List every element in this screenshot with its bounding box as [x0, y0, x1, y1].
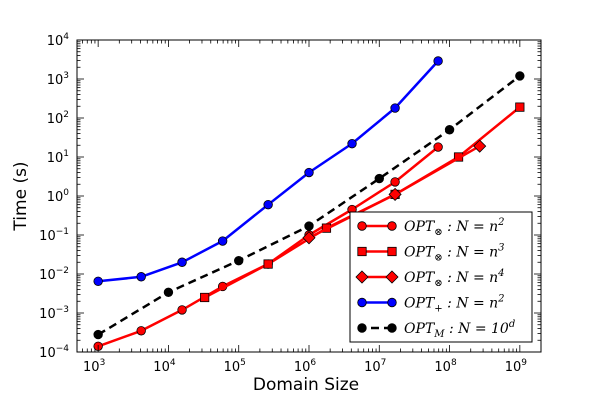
data-point-3-4: [263, 199, 273, 210]
data-point-3-6: [347, 138, 357, 149]
data-point-2-0: [302, 231, 316, 245]
axis-layer: 103 104 105 106 107 108 109 10−4 10−3 10−2 10−1 100…: [39, 32, 542, 375]
legend-label-3: OPT+ : N = n2: [404, 294, 505, 315]
legend-marker-a-4: [357, 323, 367, 333]
series-3: [93, 56, 443, 286]
y-tick-label-7: 103: [47, 71, 69, 88]
x-axis-label: Domain Size: [253, 375, 359, 395]
legend-marker-b-0: [387, 221, 397, 231]
x-tick-label-1: 104: [153, 358, 176, 375]
data-point-3-2: [177, 257, 187, 267]
legend-label-4: OPTM : N = 10d: [404, 319, 515, 340]
data-point-4-1: [163, 287, 174, 297]
data-point-3-3: [217, 236, 228, 246]
series-4: [93, 71, 525, 340]
series-2: [302, 139, 487, 245]
y-tick-label-3: 10−1: [39, 227, 69, 244]
data-point-3-5: [304, 167, 314, 178]
legend: OPT⊗ : N = n2 OPT⊗ : N = n3 OPT⊗ : N = n4 O…: [349, 211, 533, 343]
x-tick-label-4: 107: [364, 358, 386, 375]
legend-marker-a-3: [357, 297, 367, 308]
data-point-4-6: [515, 71, 525, 81]
data-point-3-1: [136, 272, 146, 282]
y-tick-label-1: 10−3: [39, 305, 69, 322]
y-tick-label-6: 102: [47, 110, 69, 127]
legend-marker-b-1: [387, 246, 397, 257]
legend-label-2: OPT⊗ : N = n4: [404, 268, 505, 289]
data-point-0-2: [177, 305, 187, 315]
data-point-1-0: [200, 292, 210, 303]
data-point-3-0: [93, 276, 103, 286]
legend-marker-a-0: [357, 221, 367, 231]
x-tick-label-0: 103: [83, 358, 105, 375]
data-point-0-8: [433, 142, 443, 152]
y-tick-label-0: 10−4: [39, 344, 69, 361]
data-point-0-1: [136, 326, 146, 336]
data-point-3-8: [433, 56, 443, 66]
y-axis-label: Time (s): [11, 161, 31, 231]
legend-marker-b-2: [385, 270, 399, 284]
y-tick-label-4: 100: [47, 188, 70, 205]
plot-layer: [93, 56, 525, 352]
data-point-3-7: [390, 103, 400, 113]
legend-marker-b-4: [387, 323, 397, 333]
x-tick-label-6: 109: [505, 358, 528, 375]
data-point-4-2: [234, 255, 244, 266]
data-point-1-5: [515, 102, 525, 112]
x-tick-label-2: 105: [224, 358, 246, 375]
data-point-4-3: [304, 221, 314, 231]
y-tick-label-5: 101: [47, 149, 69, 166]
data-point-0-7: [390, 177, 400, 187]
data-point-1-1: [263, 259, 273, 269]
x-tick-label-5: 108: [434, 358, 457, 375]
y-tick-label-8: 104: [47, 32, 70, 49]
data-point-4-4: [374, 173, 384, 184]
data-point-2-1: [388, 187, 402, 201]
legend-label-0: OPT⊗ : N = n2: [404, 217, 505, 238]
legend-label-1: OPT⊗ : N = n3: [404, 243, 505, 264]
data-point-2-2: [473, 139, 487, 153]
data-point-4-5: [444, 125, 455, 135]
legend-marker-a-1: [357, 246, 367, 257]
legend-marker-a-2: [355, 270, 369, 284]
legend-marker-b-3: [387, 297, 397, 308]
x-tick-label-3: 106: [294, 358, 317, 375]
y-tick-label-2: 10−2: [39, 266, 69, 283]
data-point-4-0: [93, 329, 103, 340]
